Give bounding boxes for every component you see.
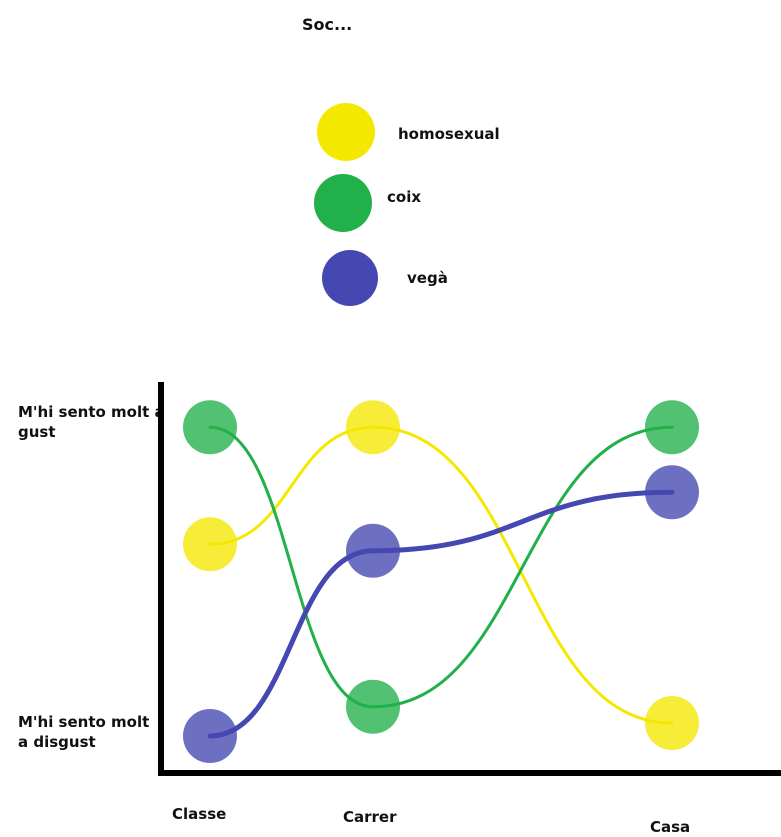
- legend: [314, 103, 378, 306]
- y-label-top-text: M'hi sento molt a gust: [18, 403, 165, 441]
- point-coix-classe: [183, 400, 237, 455]
- series-line-homosexual: [208, 425, 674, 725]
- point-homosexual-carrer: [346, 400, 400, 455]
- legend-label-homosexual: homosexual: [398, 125, 500, 143]
- point-coix-carrer: [346, 679, 400, 734]
- x-label-classe: Classe: [172, 805, 227, 823]
- x-label-casa: Casa: [650, 818, 691, 836]
- legend-swatch-vega: [322, 250, 378, 306]
- point-homosexual-casa: [645, 696, 699, 750]
- point-homosexual-classe: [183, 517, 237, 572]
- y-label-bottom-text: M'hi sento molt a disgust: [18, 713, 150, 751]
- point-vega-carrer: [346, 523, 400, 578]
- point-vega-classe: [183, 709, 237, 763]
- point-vega-casa: [645, 465, 699, 520]
- y-label-bottom: M'hi sento molt a disgust: [18, 712, 158, 752]
- legend-label-coix: coix: [387, 188, 422, 206]
- y-label-top: M'hi sento molt a gust: [18, 402, 178, 442]
- legend-swatch-homosexual: [317, 103, 375, 161]
- point-coix-casa: [645, 400, 699, 455]
- axes: [158, 382, 781, 776]
- legend-label-vega: vegà: [407, 269, 448, 287]
- x-label-carrer: Carrer: [343, 808, 397, 826]
- chart-title: Soc...: [302, 15, 353, 34]
- legend-swatch-coix: [314, 174, 372, 232]
